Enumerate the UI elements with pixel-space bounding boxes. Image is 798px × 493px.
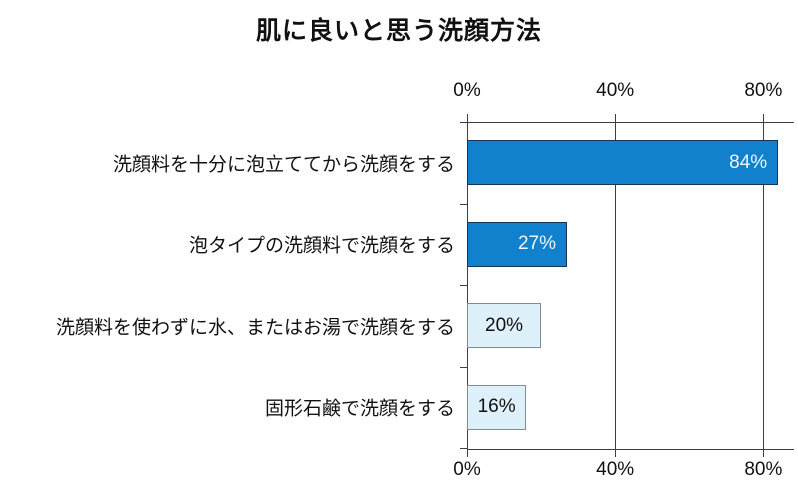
x-axis-tick-top <box>763 114 765 125</box>
category-label: 洗顔料を使わずに水、またはお湯で洗顔をする <box>55 317 455 339</box>
category-label: 泡タイプの洗顔料で洗顔をする <box>188 235 455 257</box>
x-axis-tick-label-top: 40% <box>596 80 635 101</box>
y-axis-tick <box>460 366 467 368</box>
y-axis-tick <box>460 448 467 449</box>
y-axis-tick <box>460 203 467 205</box>
gridline <box>763 122 765 448</box>
bar-value-label: 84% <box>729 151 768 173</box>
x-axis-tick-top <box>615 114 617 125</box>
category-label: 固形石鹸で洗顔をする <box>264 398 455 420</box>
x-axis-tick-label-bottom: 80% <box>744 459 783 480</box>
y-axis-tick <box>460 285 467 286</box>
bar-value-label: 16% <box>477 396 516 418</box>
x-axis-tick-label-top: 80% <box>744 80 783 101</box>
x-axis-tick-bottom <box>467 446 468 457</box>
plot-area <box>467 122 794 450</box>
bar-value-label: 27% <box>517 233 557 255</box>
category-label: 洗顔料を十分に泡立ててから洗顔をする <box>112 154 455 176</box>
chart-title: 肌に良いと思う洗顔方法 <box>255 17 542 45</box>
x-axis-tick-top <box>467 114 468 125</box>
bar: 27% <box>467 221 568 267</box>
bar: 16% <box>467 384 527 430</box>
gridline <box>615 122 617 448</box>
x-axis-tick-bottom <box>763 446 765 457</box>
y-axis-tick <box>460 122 467 123</box>
bar: 20% <box>467 303 542 349</box>
x-axis-tick-label-bottom: 40% <box>596 459 635 480</box>
x-axis-tick-label-bottom: 0% <box>453 459 481 480</box>
x-axis-tick-bottom <box>615 446 617 457</box>
x-axis-tick-label-top: 0% <box>453 80 481 101</box>
bar: 84% <box>467 140 779 186</box>
bar-value-label: 20% <box>485 314 524 336</box>
